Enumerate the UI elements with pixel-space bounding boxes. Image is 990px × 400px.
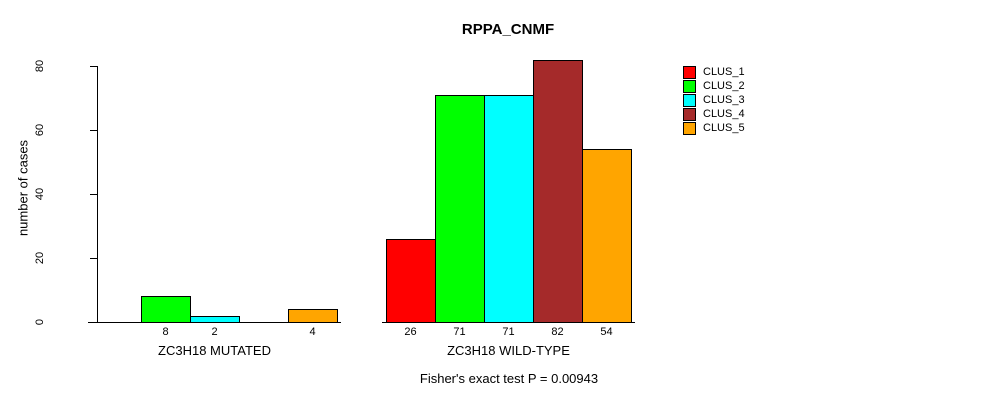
legend-item: CLUS_2: [683, 80, 745, 93]
legend-item: CLUS_1: [683, 66, 745, 79]
bar-clus_4: [533, 60, 583, 323]
legend-label: CLUS_5: [703, 122, 745, 134]
legend-item: CLUS_5: [683, 122, 745, 135]
legend-swatch-clus_4: [683, 108, 696, 121]
legend-label: CLUS_3: [703, 94, 745, 106]
bar-value-label: 54: [600, 326, 613, 338]
bar-clus_5: [288, 309, 338, 323]
bar-clus_3: [190, 316, 240, 323]
y-axis-line: [97, 66, 98, 323]
y-tick-mark: [90, 257, 97, 259]
bar-value-label: 2: [211, 326, 218, 338]
y-tick-label: 60: [34, 123, 46, 137]
y-tick-label: 40: [34, 187, 46, 201]
legend-swatch-clus_2: [683, 80, 696, 93]
legend-swatch-clus_5: [683, 122, 696, 135]
bar-clus_3: [484, 95, 534, 323]
y-tick-label: 20: [34, 251, 46, 265]
chart-title: RPPA_CNMF: [461, 21, 555, 38]
legend-label: CLUS_4: [703, 108, 745, 120]
group-label: ZC3H18 MUTATED: [158, 343, 271, 358]
fisher-test-note: Fisher's exact test P = 0.00943: [419, 371, 599, 386]
bar-clus_5: [582, 149, 632, 323]
y-tick-mark: [90, 65, 97, 67]
bar-clus_2: [141, 296, 191, 323]
legend-label: CLUS_1: [703, 66, 745, 78]
bar-value-label: 4: [309, 326, 316, 338]
y-tick-label: 80: [34, 59, 46, 73]
bar-value-label: 82: [551, 326, 564, 338]
bar-value-label: 71: [453, 326, 466, 338]
legend-swatch-clus_1: [683, 66, 696, 79]
legend-swatch-clus_3: [683, 94, 696, 107]
bar-value-label: 71: [502, 326, 515, 338]
y-axis-label: number of cases: [15, 139, 31, 237]
group-label: ZC3H18 WILD-TYPE: [447, 343, 570, 358]
y-tick-label: 0: [34, 318, 46, 326]
bar-value-label: 8: [162, 326, 169, 338]
legend-label: CLUS_2: [703, 80, 745, 92]
legend-item: CLUS_4: [683, 108, 745, 121]
legend-item: CLUS_3: [683, 94, 745, 107]
y-tick-mark: [90, 193, 97, 195]
bar-value-label: 26: [404, 326, 417, 338]
y-tick-mark: [90, 129, 97, 131]
bar-clus_2: [435, 95, 485, 323]
bar-clus_1: [386, 239, 436, 323]
